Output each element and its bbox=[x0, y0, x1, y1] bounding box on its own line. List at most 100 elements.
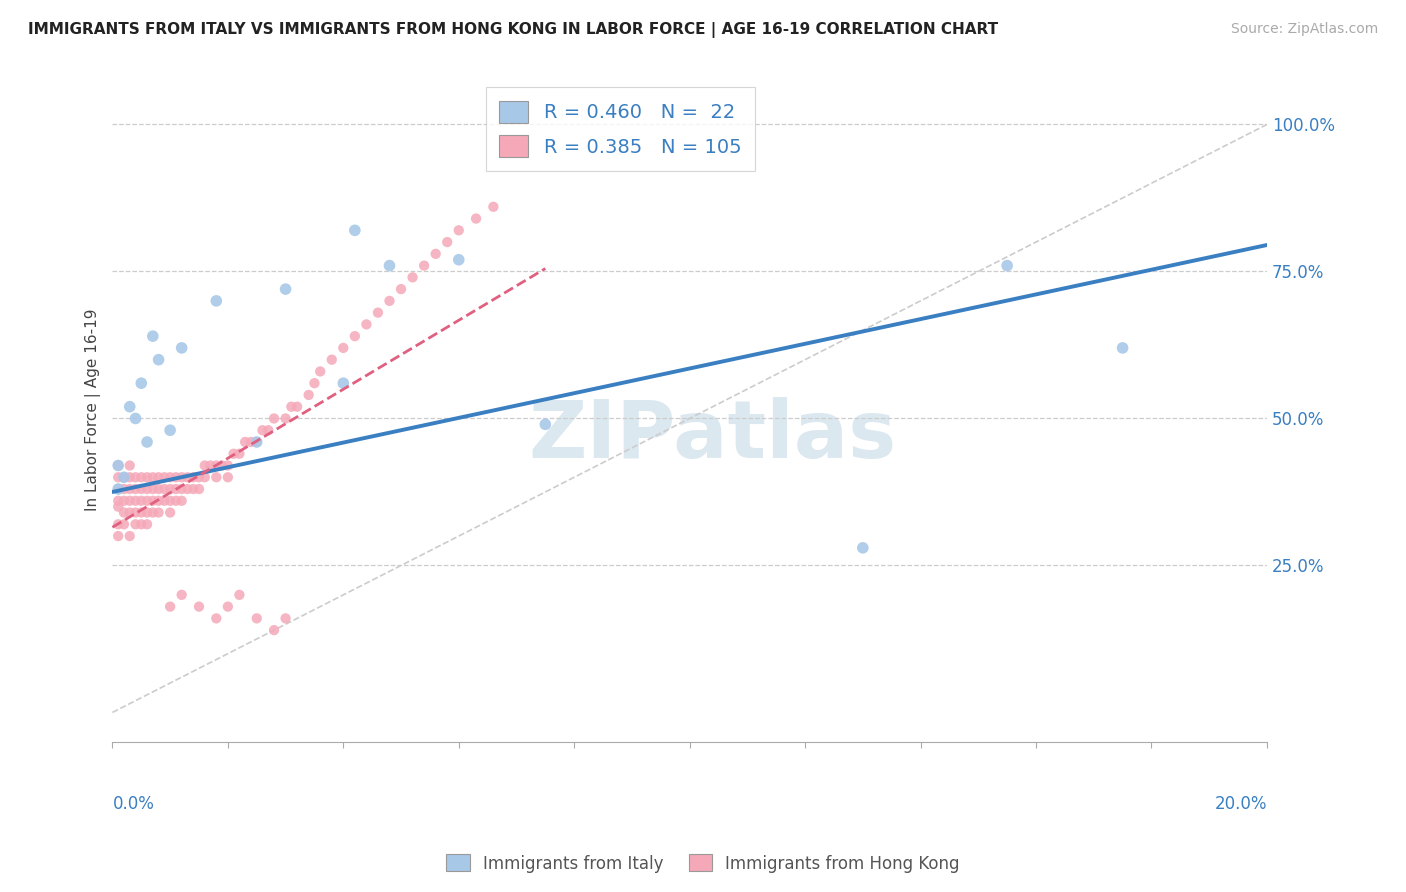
Point bbox=[233, 435, 256, 450]
Point bbox=[118, 506, 141, 520]
Point bbox=[252, 423, 274, 437]
Point bbox=[170, 588, 193, 602]
Point bbox=[534, 417, 557, 432]
Point bbox=[852, 541, 875, 555]
Point bbox=[129, 517, 152, 532]
Point bbox=[401, 270, 423, 285]
Point bbox=[107, 458, 129, 473]
Point bbox=[129, 493, 152, 508]
Point bbox=[118, 493, 141, 508]
Point bbox=[159, 423, 181, 437]
Text: ZIPatlas: ZIPatlas bbox=[529, 397, 897, 475]
Point bbox=[170, 493, 193, 508]
Text: 20.0%: 20.0% bbox=[1215, 795, 1267, 813]
Point bbox=[246, 435, 269, 450]
Point bbox=[124, 493, 146, 508]
Point bbox=[142, 470, 165, 484]
Point bbox=[356, 318, 378, 332]
Point bbox=[246, 611, 269, 625]
Point bbox=[124, 411, 146, 425]
Point bbox=[413, 259, 436, 273]
Point bbox=[995, 259, 1018, 273]
Point bbox=[309, 364, 332, 378]
Point bbox=[153, 493, 176, 508]
Point bbox=[159, 599, 181, 614]
Point bbox=[112, 517, 135, 532]
Point bbox=[124, 482, 146, 496]
Point bbox=[447, 252, 470, 267]
Point bbox=[228, 447, 250, 461]
Point bbox=[465, 211, 488, 226]
Point bbox=[217, 470, 239, 484]
Point bbox=[378, 259, 401, 273]
Point bbox=[159, 470, 181, 484]
Point bbox=[298, 388, 321, 402]
Legend: Immigrants from Italy, Immigrants from Hong Kong: Immigrants from Italy, Immigrants from H… bbox=[440, 847, 966, 880]
Point bbox=[107, 482, 129, 496]
Point bbox=[136, 517, 159, 532]
Point bbox=[205, 611, 228, 625]
Point bbox=[148, 506, 170, 520]
Point bbox=[112, 470, 135, 484]
Point bbox=[107, 470, 129, 484]
Point bbox=[165, 493, 187, 508]
Point bbox=[107, 493, 129, 508]
Point bbox=[257, 423, 280, 437]
Point bbox=[482, 200, 505, 214]
Point bbox=[222, 447, 245, 461]
Point bbox=[263, 623, 285, 637]
Point bbox=[153, 470, 176, 484]
Point bbox=[124, 470, 146, 484]
Point bbox=[148, 482, 170, 496]
Point bbox=[211, 458, 233, 473]
Point bbox=[165, 482, 187, 496]
Point bbox=[205, 470, 228, 484]
Point bbox=[217, 599, 239, 614]
Point bbox=[367, 305, 389, 319]
Point bbox=[188, 482, 211, 496]
Point bbox=[332, 376, 354, 391]
Point bbox=[159, 482, 181, 496]
Point bbox=[136, 493, 159, 508]
Point bbox=[228, 588, 250, 602]
Point bbox=[118, 529, 141, 543]
Point bbox=[181, 482, 204, 496]
Point bbox=[148, 493, 170, 508]
Point bbox=[205, 293, 228, 308]
Point bbox=[112, 470, 135, 484]
Point bbox=[263, 411, 285, 425]
Point bbox=[274, 611, 297, 625]
Y-axis label: In Labor Force | Age 16-19: In Labor Force | Age 16-19 bbox=[86, 309, 101, 511]
Point bbox=[436, 235, 458, 249]
Point bbox=[200, 458, 222, 473]
Point bbox=[112, 482, 135, 496]
Point bbox=[153, 482, 176, 496]
Point bbox=[142, 506, 165, 520]
Point bbox=[343, 223, 366, 237]
Text: Source: ZipAtlas.com: Source: ZipAtlas.com bbox=[1230, 22, 1378, 37]
Point bbox=[142, 493, 165, 508]
Point bbox=[188, 470, 211, 484]
Text: IMMIGRANTS FROM ITALY VS IMMIGRANTS FROM HONG KONG IN LABOR FORCE | AGE 16-19 CO: IMMIGRANTS FROM ITALY VS IMMIGRANTS FROM… bbox=[28, 22, 998, 38]
Point bbox=[170, 470, 193, 484]
Point bbox=[142, 482, 165, 496]
Point bbox=[343, 329, 366, 343]
Point bbox=[159, 506, 181, 520]
Point bbox=[321, 352, 343, 367]
Point bbox=[217, 458, 239, 473]
Point bbox=[107, 458, 129, 473]
Point bbox=[118, 400, 141, 414]
Point bbox=[304, 376, 326, 391]
Point bbox=[148, 470, 170, 484]
Point bbox=[112, 506, 135, 520]
Point bbox=[246, 435, 269, 450]
Point bbox=[205, 458, 228, 473]
Point bbox=[107, 500, 129, 514]
Point bbox=[124, 517, 146, 532]
Point bbox=[194, 458, 217, 473]
Point bbox=[118, 482, 141, 496]
Point bbox=[136, 506, 159, 520]
Point bbox=[170, 482, 193, 496]
Point bbox=[332, 341, 354, 355]
Point bbox=[129, 376, 152, 391]
